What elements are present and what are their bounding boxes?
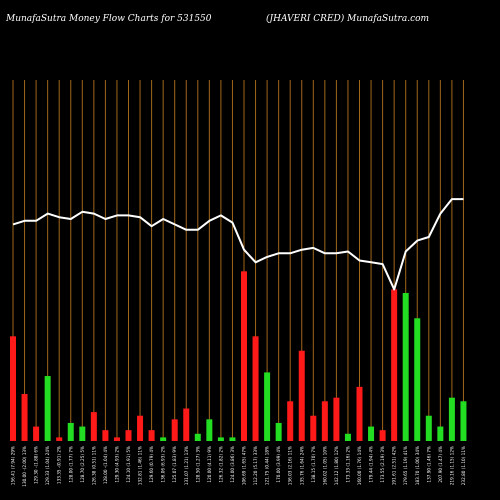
x-tick-label-15: 125.07 (1.83) 9% (172, 446, 177, 483)
bar-36-up (414, 318, 421, 441)
x-tick-label-17: 128.50 (1.27) 3% (195, 446, 200, 483)
x-tick-label-2: 130.00 -(2.00) 13% (22, 446, 27, 487)
x-tick-label-7: 128.70 (2.25) 5% (80, 446, 85, 483)
x-tick-label-31: 160.00 (1.76) 14% (357, 446, 362, 485)
bar-33-down (379, 430, 386, 441)
x-tick-label-25: 136.03 (2.16) 11% (288, 446, 293, 485)
bar-13-down (148, 430, 155, 441)
x-tick-label-19: 126.32 (1.82) 2% (218, 446, 223, 483)
bar-27-down (310, 415, 317, 441)
bar-9-down (102, 430, 109, 441)
bar-31-down (356, 386, 363, 441)
x-tick-label-14: 136.06 (6.93) 2% (161, 446, 166, 483)
bar-30-up (344, 433, 351, 441)
x-tick-label-36: 183.70 (1.00) 34% (415, 446, 420, 485)
bar-7-up (79, 426, 86, 441)
bar-21-down (241, 271, 247, 441)
bar-34-down (391, 289, 398, 441)
bar-19-up (217, 437, 224, 441)
x-tick-labels: 156.41 (7.94) 29% 130.00 -(2.00) 13% 129.3… (11, 446, 466, 487)
chart-title: MunafaSutra Money Flow Charts for 531550 (5, 14, 212, 24)
x-tick-label-37: 137.90 (1.46) 7% (426, 446, 431, 483)
bar-23-up (264, 372, 271, 441)
bar-3-down (33, 426, 40, 441)
x-tick-label-30: 173.33 (1.16) 2% (345, 446, 350, 483)
bar-14-up (160, 437, 167, 441)
bar-5-down (56, 437, 63, 441)
bar-11-down (125, 430, 132, 441)
x-tick-label-24: 170.00 (3.99) 4% (276, 446, 281, 483)
bar-37-up (425, 415, 432, 441)
x-tick-label-10: 129.30 (4.93) 2% (114, 446, 119, 483)
x-tick-label-35: 179.65 (1.19) 41% (403, 446, 408, 485)
bar-12-down (137, 415, 144, 441)
bar-18-up (206, 419, 213, 441)
bar-25-down (287, 401, 294, 441)
bar-40-up (460, 401, 467, 441)
bar-10-down (113, 437, 120, 441)
bar-1-down (10, 336, 16, 441)
x-tick-label-13: 129.60 (0.79) 4% (149, 446, 154, 483)
x-tick-label-20: 124.00 (3.86) 3% (230, 446, 235, 483)
x-tick-label-38: 207.90 (1.47) 4% (438, 446, 443, 483)
bar-26-down (298, 350, 305, 441)
x-tick-label-34: 191.61 (2.51) 42% (392, 446, 397, 485)
price-line (12, 198, 464, 291)
x-tick-label-33: 173.55 (2.19) 3% (380, 446, 385, 483)
bar-15-down (171, 419, 178, 441)
bar-6-up (67, 422, 74, 441)
bar-2-down (21, 394, 28, 441)
bar-17-up (194, 433, 201, 441)
x-tick-label-28: 160.02 (1.05) 10% (322, 446, 327, 485)
x-tick-label-22: 112.20 (5.17) 33% (253, 446, 258, 485)
x-tick-label-4: 129.33 (1.04) 24% (45, 446, 50, 485)
x-tick-label-8: 126.38 (0.51) 11% (91, 446, 96, 485)
x-tick-label-11: 124.10 (1.91) 5% (126, 446, 131, 483)
chart-subtitle: (JHAVERI CRED) MunafaSutra.com (266, 13, 429, 24)
x-tick-label-18: 120.00 (4.11) 9% (207, 446, 212, 483)
x-tick-label-23: 121.75 (0.44) 18% (265, 446, 270, 485)
x-tick-label-3: 129.30 -(1.88) 6% (34, 446, 39, 484)
bar-38-up (437, 426, 444, 441)
bar-22-down (252, 336, 259, 441)
x-tick-label-21: 106.69 (1.65) 47% (242, 446, 247, 485)
x-tick-label-5: 133.35 -(0.91) 2% (57, 446, 62, 484)
bar-29-down (333, 397, 340, 441)
x-tick-label-12: 132.81 (1.46) 11% (138, 446, 143, 485)
x-tick-label-39: 219.16 (1.15) 12% (449, 446, 454, 485)
x-tick-label-6: 128.00 (1.77) 7% (68, 446, 73, 483)
x-tick-label-29: 142.12 (1.80) 12% (334, 446, 339, 485)
bar-32-up (368, 426, 375, 441)
x-tick-label-40: 232.80 (1.10) 11% (461, 446, 466, 485)
money-flow-bars (10, 271, 467, 441)
x-tick-label-26: 135.76 (1.64) 24% (299, 446, 304, 485)
x-tick-label-16: 131.07 (1.21) 13% (184, 446, 189, 485)
bar-4-up (44, 376, 51, 441)
bar-20-up (229, 437, 236, 441)
bar-16-down (183, 408, 190, 441)
x-tick-label-27: 138.15 (1.70) 7% (311, 446, 316, 483)
x-tick-label-32: 179.44 (1.94) 4% (369, 446, 374, 483)
bar-39-up (448, 397, 455, 441)
x-tick-label-9: 128.00 -(1.04) 4% (103, 446, 108, 484)
bar-24-up (275, 422, 282, 441)
bar-28-down (321, 401, 328, 441)
x-tick-label-1: 156.41 (7.94) 29% (11, 446, 16, 485)
bar-35-up (402, 292, 409, 441)
bar-8-down (90, 412, 97, 441)
